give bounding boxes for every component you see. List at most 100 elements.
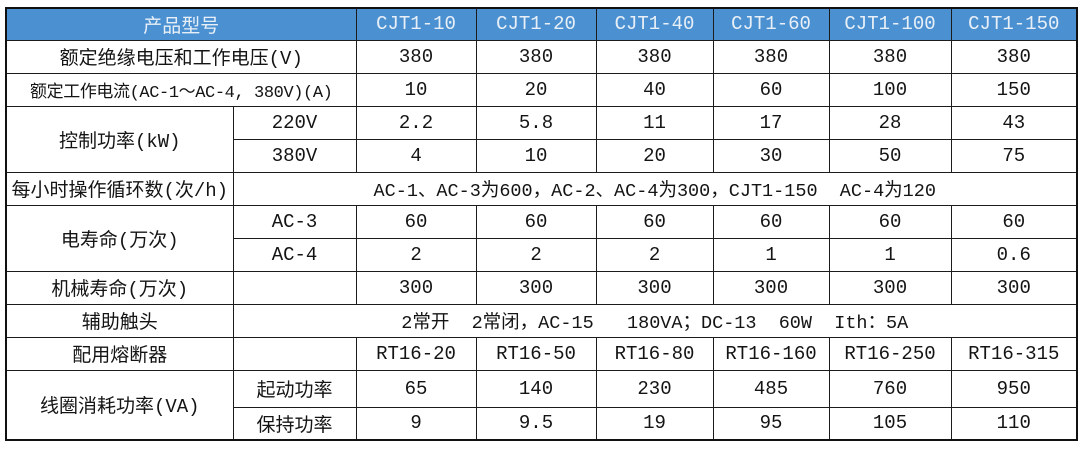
value-cell: 28	[828, 105, 952, 140]
header-row: 产品型号 CJT1-10 CJT1-20 CJT1-40 CJT1-60 CJT…	[5, 7, 1078, 41]
sub-label: AC-4	[232, 237, 357, 272]
contactor-spec-table: 产品型号 CJT1-10 CJT1-20 CJT1-40 CJT1-60 CJT…	[5, 7, 1079, 441]
value-cell: RT16-80	[595, 336, 714, 371]
row-electrical-life-ac4: AC-4 2 2 2 1 1 0.6	[6, 237, 1078, 272]
value-cell: 380	[950, 39, 1078, 74]
value-cell: 1	[712, 237, 830, 272]
row-operating-cycles: 每小时操作循环数(次/h) AC-1、AC-3为600，AC-2、AC-4为30…	[5, 171, 1078, 206]
sub-label-empty	[232, 336, 357, 371]
row-label: 配用熔断器	[5, 336, 234, 371]
row-coil-power-start: 线圈消耗功率(VA) 起动功率 65 140 230 485 760 950	[5, 369, 1078, 441]
row-coil-power-hold: 保持功率 9 9.5 19 95 105 110	[6, 406, 1078, 441]
value-cell: 140	[475, 369, 597, 408]
row-label: 每小时操作循环数(次/h)	[5, 171, 234, 206]
value-cell: 60	[595, 204, 714, 239]
sub-label: AC-3	[232, 204, 357, 239]
value-cell: RT16-50	[475, 336, 597, 371]
value-cell: RT16-160	[712, 336, 830, 371]
row-label: 额定工作电流(AC-1～AC-4, 380V)(A)	[5, 72, 357, 107]
value-cell: 75	[950, 138, 1078, 173]
header-model-cjt1-40: CJT1-40	[595, 7, 714, 41]
row-auxiliary-contacts: 辅助触头 2常开 2常闭，AC-15 180VA；DC-13 60W Ith：5…	[5, 303, 1078, 338]
value-cell: 95	[712, 406, 830, 441]
row-label: 电寿命(万次)	[5, 204, 234, 272]
value-cell: 10	[355, 72, 477, 107]
value-cell: 50	[828, 138, 952, 173]
value-cell: 300	[355, 270, 477, 305]
value-cell: 9.5	[475, 406, 597, 441]
value-cell: 60	[712, 72, 830, 107]
value-cell: 60	[712, 204, 830, 239]
row-fuse: 配用熔断器 RT16-20 RT16-50 RT16-80 RT16-160 R…	[5, 336, 1078, 371]
value-cell: 485	[712, 369, 830, 408]
value-cell: 300	[475, 270, 597, 305]
value-cell: 300	[712, 270, 830, 305]
value-cell: 43	[950, 105, 1078, 140]
value-cell: 30	[712, 138, 830, 173]
value-cell: 17	[712, 105, 830, 140]
value-cell: 100	[828, 72, 952, 107]
sub-label: 起动功率	[232, 369, 357, 408]
value-cell: 1	[828, 237, 952, 272]
value-cell: 60	[355, 204, 477, 239]
value-cell: 380	[355, 39, 477, 74]
header-model-cjt1-20: CJT1-20	[475, 7, 597, 41]
value-cell: 2	[355, 237, 477, 272]
header-product-model: 产品型号	[5, 7, 357, 41]
sub-label: 220V	[232, 105, 357, 140]
row-mechanical-life: 机械寿命(万次) 300 300 300 300 300 300	[5, 270, 1078, 305]
value-cell: 60	[950, 204, 1078, 239]
value-cell: 9	[355, 406, 477, 441]
value-cell: 10	[475, 138, 597, 173]
sub-label: 保持功率	[232, 406, 357, 441]
value-cell: 380	[595, 39, 714, 74]
value-cell: 40	[595, 72, 714, 107]
value-cell: 60	[828, 204, 952, 239]
value-cell: 11	[595, 105, 714, 140]
row-label: 机械寿命(万次)	[5, 270, 234, 305]
header-model-cjt1-100: CJT1-100	[828, 7, 952, 41]
value-cell: 65	[355, 369, 477, 408]
value-cell: 2	[475, 237, 597, 272]
value-cell: RT16-315	[950, 336, 1078, 371]
value-cell: 4	[355, 138, 477, 173]
value-cell: RT16-20	[355, 336, 477, 371]
value-cell: 5.8	[475, 105, 597, 140]
sub-label-empty	[232, 270, 357, 305]
value-cell: 950	[950, 369, 1078, 408]
cycles-spanning-value: AC-1、AC-3为600，AC-2、AC-4为300，CJT1-150 AC-…	[232, 171, 1078, 206]
value-cell: 300	[828, 270, 952, 305]
value-cell: 105	[828, 406, 952, 441]
value-cell: 110	[950, 406, 1078, 441]
value-cell: 20	[595, 138, 714, 173]
value-cell: 2.2	[355, 105, 477, 140]
value-cell: 0.6	[950, 237, 1078, 272]
value-cell: 19	[595, 406, 714, 441]
row-label: 控制功率(kW)	[5, 105, 234, 173]
value-cell: 380	[828, 39, 952, 74]
row-electrical-life-ac3: 电寿命(万次) AC-3 60 60 60 60 60 60	[5, 204, 1078, 272]
value-cell: 2	[595, 237, 714, 272]
aux-contacts-spanning-value: 2常开 2常闭，AC-15 180VA；DC-13 60W Ith：5A	[232, 303, 1078, 338]
header-model-cjt1-10: CJT1-10	[355, 7, 477, 41]
value-cell: 380	[475, 39, 597, 74]
row-label: 线圈消耗功率(VA)	[5, 369, 234, 441]
header-model-cjt1-150: CJT1-150	[950, 7, 1078, 41]
row-label: 额定绝缘电压和工作电压(V)	[5, 39, 357, 74]
row-rated-current: 额定工作电流(AC-1～AC-4, 380V)(A) 10 20 40 60 1…	[5, 72, 1078, 107]
header-model-cjt1-60: CJT1-60	[712, 7, 830, 41]
value-cell: 150	[950, 72, 1078, 107]
row-label: 辅助触头	[5, 303, 234, 338]
value-cell: 380	[712, 39, 830, 74]
value-cell: 230	[595, 369, 714, 408]
value-cell: 20	[475, 72, 597, 107]
value-cell: 760	[828, 369, 952, 408]
value-cell: 60	[475, 204, 597, 239]
value-cell: 300	[950, 270, 1078, 305]
row-control-power-220v: 控制功率(kW) 220V 2.2 5.8 11 17 28 43	[5, 105, 1078, 173]
row-rated-insulation-voltage: 额定绝缘电压和工作电压(V) 380 380 380 380 380 380	[5, 39, 1078, 74]
value-cell: 300	[595, 270, 714, 305]
sub-label: 380V	[232, 138, 357, 173]
value-cell: RT16-250	[828, 336, 952, 371]
